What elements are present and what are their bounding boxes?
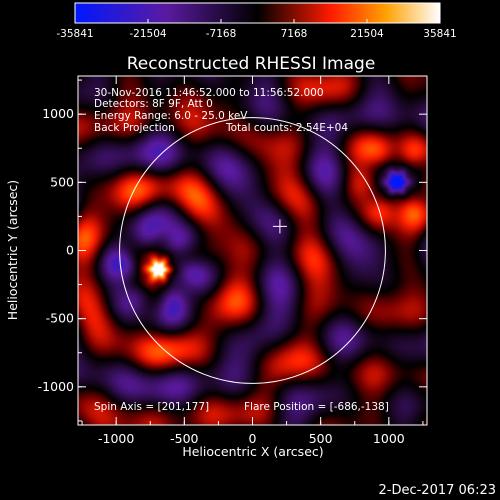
colorbar-tick-label: -35841 [56, 28, 93, 40]
colorbar-tick-label: 7168 [281, 28, 308, 40]
colorbar-tick-label: 21504 [350, 28, 384, 40]
solar-limb-circle [119, 117, 386, 384]
colorbar-ticks: -35841 -21504 -7168 7168 21504 35841 [56, 19, 457, 40]
x-tick-label: 1000 [373, 431, 405, 446]
y-axis-label: Heliocentric Y (arcsec) [5, 180, 20, 320]
sun-center-marker [272, 219, 287, 234]
y-tick-label: 500 [50, 174, 74, 189]
x-tick-label: -1000 [98, 431, 134, 446]
time-range-text: 30-Nov-2016 11:46:52.000 to 11:56:52.000 [94, 87, 324, 99]
chart-title: Reconstructed RHESSI Image [127, 54, 376, 74]
method-text: Back Projection [94, 122, 175, 134]
colorbar: -35841 -21504 -7168 7168 21504 35841 [56, 2, 457, 40]
footer-date: 2-Dec-2017 06:23 [379, 483, 497, 498]
colorbar-tick-label: -7168 [206, 28, 237, 40]
spin-axis-text: Spin Axis = [201,177] [94, 401, 209, 413]
heatmap-raster [78, 76, 427, 425]
x-tick-label: 0 [249, 431, 257, 446]
colorbar-gradient [74, 2, 441, 24]
y-tick-label: 1000 [42, 106, 74, 121]
x-axis-label: Heliocentric X (arcsec) [182, 444, 323, 459]
total-counts-text: Total counts: 2.54E+04 [225, 122, 348, 134]
y-tick-label: -500 [46, 311, 74, 326]
annotations: 30-Nov-2016 11:46:52.000 to 11:56:52.000… [94, 87, 389, 413]
x-tick-label: -500 [170, 431, 198, 446]
x-tick-label: 500 [309, 431, 333, 446]
energy-range-text: Energy Range: 6.0 - 25.0 keV [94, 110, 248, 122]
x-axis: -1000 -500 0 500 1000 [81, 76, 424, 446]
detectors-text: Detectors: 8F 9F, Att 0 [94, 98, 213, 110]
colorbar-tick-label: 35841 [423, 28, 456, 40]
y-axis: 1000 500 0 -500 -1000 [38, 79, 427, 422]
colorbar-tick-label: -21504 [129, 28, 167, 40]
flare-position-text: Flare Position = [-686,-138] [244, 401, 389, 413]
y-tick-label: -1000 [38, 379, 74, 394]
y-tick-label: 0 [66, 243, 74, 258]
